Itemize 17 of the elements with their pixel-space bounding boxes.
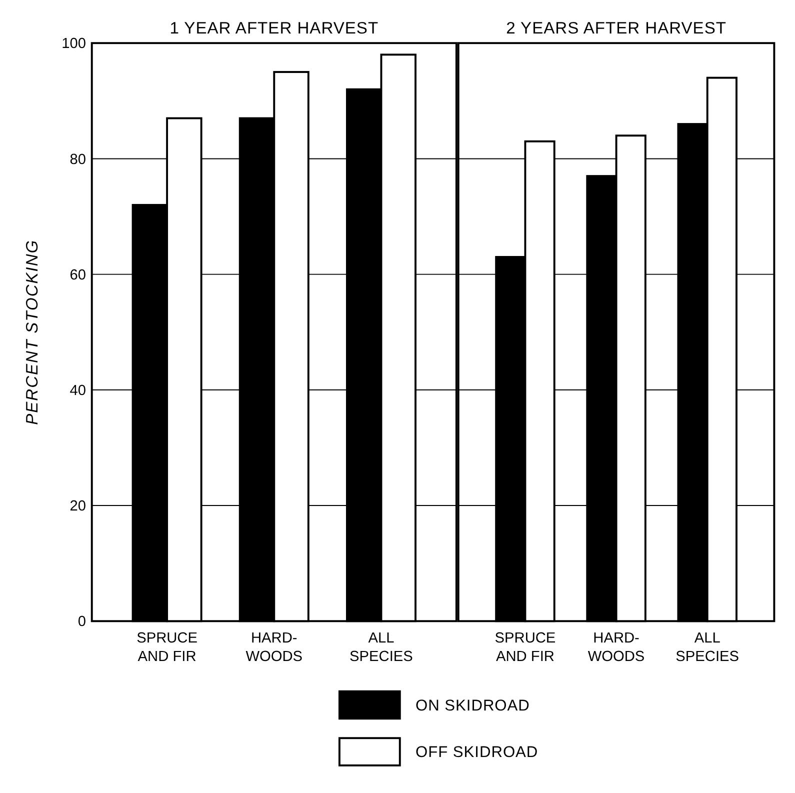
- x-tick-label: ALL SPECIES: [350, 630, 414, 666]
- legend-label: ON SKIDROAD: [415, 697, 530, 714]
- x-tick-label: SPRUCE AND FIR: [494, 630, 556, 666]
- y-tick-label: 20: [70, 498, 86, 515]
- y-tick-label: 40: [70, 383, 86, 400]
- y-axis-title: PERCENT STOCKING: [22, 239, 42, 425]
- y-tick-label: 100: [62, 36, 86, 52]
- x-tick-label: SPRUCE AND FIR: [136, 630, 198, 666]
- chart-title: 2 YEARS AFTER HARVEST: [506, 18, 726, 38]
- y-tick-label: 80: [70, 152, 86, 168]
- y-tick-label: 0: [78, 614, 86, 630]
- x-tick-label: ALL SPECIES: [676, 630, 740, 666]
- legend-label: OFF SKIDROAD: [415, 744, 538, 762]
- chart-title: 1 YEAR AFTER HARVEST: [170, 18, 379, 38]
- x-tick-label: HARD- WOODS: [246, 630, 303, 666]
- y-tick-label: 60: [70, 267, 86, 284]
- x-tick-label: HARD- WOODS: [588, 630, 645, 666]
